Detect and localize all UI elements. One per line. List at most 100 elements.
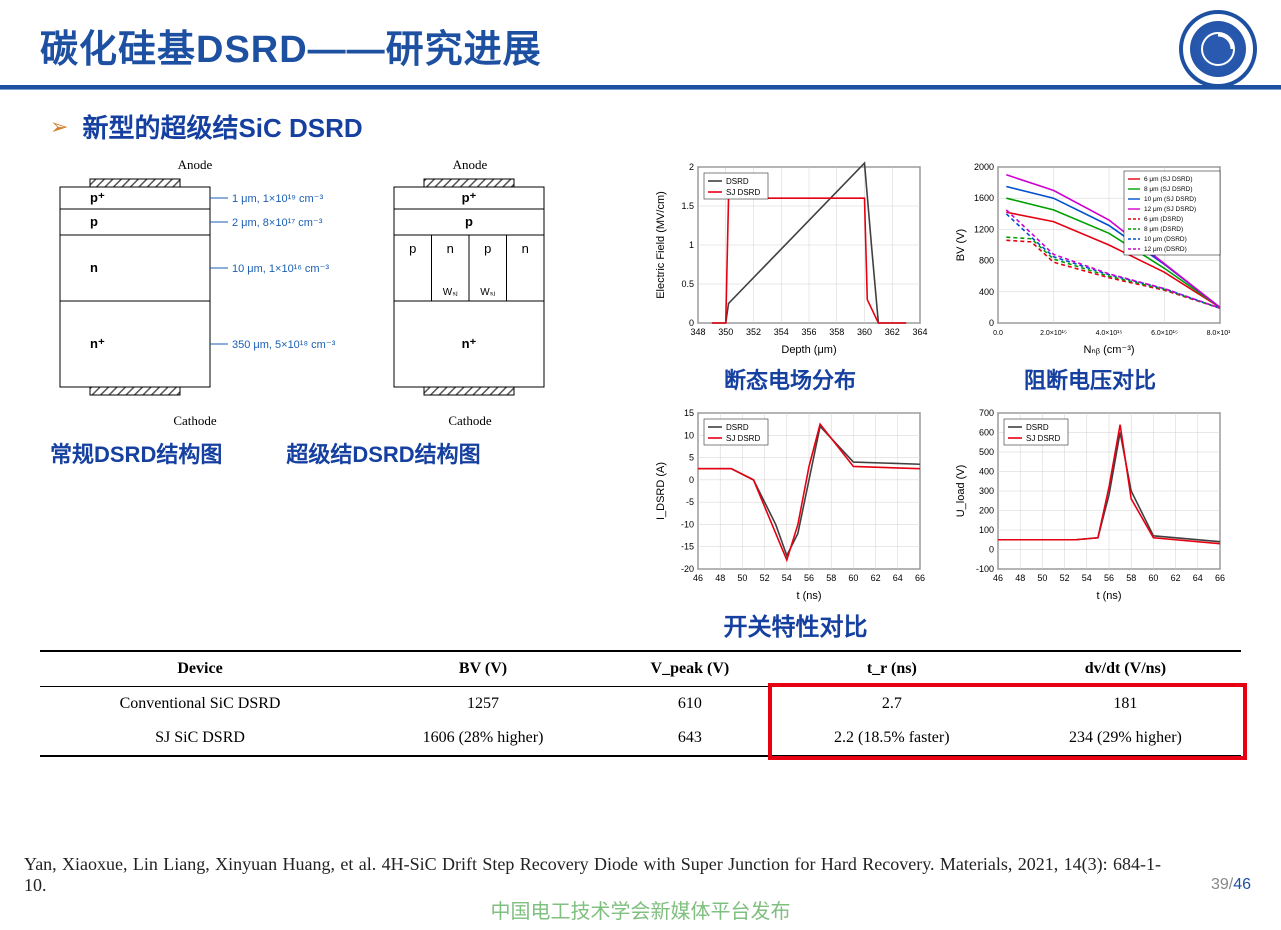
- svg-text:0.5: 0.5: [681, 279, 694, 289]
- svg-text:5: 5: [689, 453, 694, 463]
- comparison-table-wrap: DeviceBV (V)V_peak (V)t_r (ns)dv/dt (V/n…: [40, 650, 1241, 757]
- svg-text:52: 52: [1060, 573, 1070, 583]
- svg-text:t (ns): t (ns): [796, 590, 821, 602]
- logo-inner: [1190, 21, 1246, 77]
- uload-chart-wrap: 4648505254565860626466-10001002003004005…: [950, 403, 1230, 603]
- table-cell: 2.7: [774, 687, 1010, 722]
- svg-text:I_DSRD (A): I_DSRD (A): [655, 462, 667, 520]
- svg-text:1: 1: [689, 240, 694, 250]
- svg-text:364: 364: [912, 327, 927, 337]
- svg-text:8.0×10¹⁵: 8.0×10¹⁵: [1207, 330, 1230, 337]
- svg-text:46: 46: [993, 573, 1003, 583]
- efield-chart-wrap: 34835035235435635836036236400.511.52Dept…: [650, 157, 930, 395]
- slide-title: 碳化硅基DSRD——研究进展: [40, 18, 1241, 73]
- svg-text:n: n: [447, 241, 454, 256]
- svg-text:p: p: [409, 241, 416, 256]
- svg-text:0: 0: [989, 318, 994, 328]
- svg-text:64: 64: [893, 573, 903, 583]
- svg-text:54: 54: [782, 573, 792, 583]
- svg-text:362: 362: [885, 327, 900, 337]
- table-cell: Conventional SiC DSRD: [40, 687, 360, 722]
- svg-text:1 μm, 1×10¹⁹ cm⁻³: 1 μm, 1×10¹⁹ cm⁻³: [232, 193, 323, 205]
- svg-text:1600: 1600: [974, 193, 994, 203]
- bv-chart-wrap: 0.02.0×10¹⁵4.0×10¹⁵6.0×10¹⁵8.0×10¹⁵04008…: [950, 157, 1230, 395]
- svg-text:DSRD: DSRD: [1026, 423, 1049, 432]
- bullet-text: 新型的超级结SiC DSRD: [82, 108, 362, 145]
- svg-text:58: 58: [826, 573, 836, 583]
- svg-text:60: 60: [848, 573, 858, 583]
- svg-text:Nₙᵦ (cm⁻³): Nₙᵦ (cm⁻³): [1083, 344, 1134, 356]
- sj-dsrd-diagram: Anode p⁺ppnpnWₛⱼWₛⱼn⁺ Cathode: [380, 157, 560, 429]
- svg-text:2: 2: [689, 162, 694, 172]
- table-cell: 2.2 (18.5% faster): [774, 721, 1010, 756]
- svg-text:10: 10: [684, 430, 694, 440]
- svg-text:1.5: 1.5: [681, 201, 694, 211]
- citation-text: Yan, Xiaoxue, Lin Liang, Xinyuan Huang, …: [24, 854, 1161, 896]
- table-col-0: Device: [40, 651, 360, 687]
- svg-text:360: 360: [857, 327, 872, 337]
- efield-caption: 断态电场分布: [724, 363, 856, 395]
- conventional-dsrd-diagram: Anode p⁺1 μm, 1×10¹⁹ cm⁻³p2 μm, 8×10¹⁷ c…: [50, 157, 340, 429]
- svg-text:48: 48: [715, 573, 725, 583]
- svg-text:62: 62: [1171, 573, 1181, 583]
- svg-text:200: 200: [979, 506, 994, 516]
- svg-text:400: 400: [979, 467, 994, 477]
- svg-text:800: 800: [979, 256, 994, 266]
- svg-text:356: 356: [801, 327, 816, 337]
- svg-text:-10: -10: [681, 519, 694, 529]
- table-col-1: BV (V): [360, 651, 606, 687]
- svg-text:n⁺: n⁺: [90, 336, 105, 351]
- svg-text:15: 15: [684, 408, 694, 418]
- svg-text:BV (V): BV (V): [955, 229, 967, 261]
- anode-label-2: Anode: [453, 157, 488, 173]
- bv-chart: 0.02.0×10¹⁵4.0×10¹⁵6.0×10¹⁵8.0×10¹⁵04008…: [950, 157, 1230, 357]
- svg-text:600: 600: [979, 428, 994, 438]
- svg-text:50: 50: [1037, 573, 1047, 583]
- svg-text:56: 56: [1104, 573, 1114, 583]
- bullet-marker: ➢: [50, 114, 68, 140]
- svg-text:0: 0: [689, 475, 694, 485]
- svg-text:p⁺: p⁺: [462, 190, 477, 205]
- school-logo: [1179, 10, 1257, 88]
- svg-text:Electric Field (MV/cm): Electric Field (MV/cm): [655, 191, 667, 299]
- svg-text:354: 354: [774, 327, 789, 337]
- svg-text:Wₛⱼ: Wₛⱼ: [480, 287, 495, 298]
- table-col-3: t_r (ns): [774, 651, 1010, 687]
- svg-text:54: 54: [1082, 573, 1092, 583]
- svg-text:t (ns): t (ns): [1096, 590, 1121, 602]
- svg-text:SJ DSRD: SJ DSRD: [1026, 434, 1060, 443]
- cathode-label-2: Cathode: [448, 413, 491, 429]
- slide-title-bar: 碳化硅基DSRD——研究进展: [0, 0, 1281, 89]
- table-row: Conventional SiC DSRD12576102.7181: [40, 687, 1241, 722]
- table-cell: 643: [606, 721, 774, 756]
- svg-text:2000: 2000: [974, 162, 994, 172]
- structure-diagrams-column: Anode p⁺ 1 μm, 1×10¹⁹ cm⁻³ p 2 μm, 8×10¹⁷ c…: [50, 157, 630, 603]
- svg-text:SJ DSRD: SJ DSRD: [726, 188, 760, 197]
- conv-structure-svg: p⁺1 μm, 1×10¹⁹ cm⁻³p2 μm, 8×10¹⁷ cm⁻³n10…: [50, 173, 340, 413]
- table-cell: 234 (29% higher): [1010, 721, 1241, 756]
- table-row: SJ SiC DSRD1606 (28% higher)6432.2 (18.5…: [40, 721, 1241, 756]
- svg-text:348: 348: [690, 327, 705, 337]
- svg-text:8 μm (SJ DSRD): 8 μm (SJ DSRD): [1144, 186, 1193, 193]
- svg-text:SJ DSRD: SJ DSRD: [726, 434, 760, 443]
- svg-text:2 μm, 8×10¹⁷ cm⁻³: 2 μm, 8×10¹⁷ cm⁻³: [232, 217, 323, 229]
- subsection-bullet: ➢ 新型的超级结SiC DSRD: [50, 108, 1241, 145]
- table-cell: SJ SiC DSRD: [40, 721, 360, 756]
- table-cell: 181: [1010, 687, 1241, 722]
- svg-text:10 μm (SJ DSRD): 10 μm (SJ DSRD): [1144, 196, 1196, 203]
- efield-chart: 34835035235435635836036236400.511.52Dept…: [650, 157, 930, 357]
- svg-text:64: 64: [1193, 573, 1203, 583]
- svg-text:4.0×10¹⁵: 4.0×10¹⁵: [1096, 330, 1123, 337]
- svg-text:358: 358: [829, 327, 844, 337]
- idsrd-chart: 4648505254565860626466-20-15-10-5051015t…: [650, 403, 930, 603]
- svg-text:6.0×10¹⁵: 6.0×10¹⁵: [1151, 330, 1178, 337]
- svg-text:-15: -15: [681, 542, 694, 552]
- svg-text:46: 46: [693, 573, 703, 583]
- table-cell: 1606 (28% higher): [360, 721, 606, 756]
- table-col-4: dv/dt (V/ns): [1010, 651, 1241, 687]
- svg-text:-5: -5: [686, 497, 694, 507]
- table-cell: 610: [606, 687, 774, 722]
- charts-column: 34835035235435635836036236400.511.52Dept…: [650, 157, 1241, 603]
- svg-text:2.0×10¹⁵: 2.0×10¹⁵: [1040, 330, 1067, 337]
- svg-text:p: p: [90, 214, 98, 229]
